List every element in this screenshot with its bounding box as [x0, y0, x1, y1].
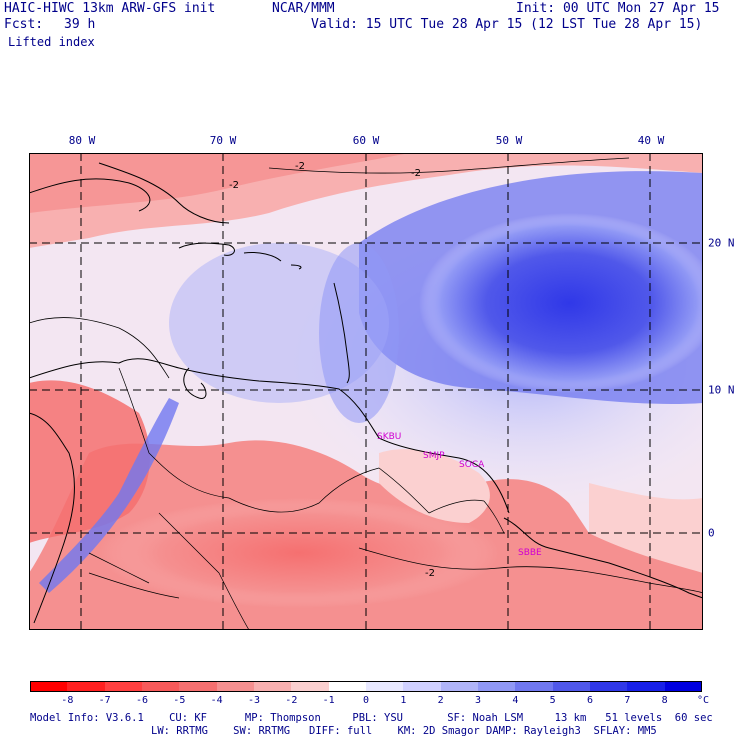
init-time: Init: 00 UTC Mon 27 Apr 15 [516, 1, 720, 16]
station-sbbe: SBBE [518, 548, 542, 558]
colorbar-cell [403, 681, 442, 692]
north-red-core [29, 153, 409, 213]
lon-label-60w: 60 W [352, 134, 380, 147]
colorbar-frame [30, 681, 702, 692]
forecast-hours: 39 h [64, 17, 96, 32]
station-smjp: SMJP [423, 451, 445, 461]
field-name: Lifted index [8, 35, 95, 49]
colorbar-cell [179, 681, 218, 692]
lon-label-40w: 40 W [637, 134, 665, 147]
colorbar-level-label: 8 [661, 695, 668, 706]
colorbar-level-label: -1 [322, 695, 335, 706]
colorbar-unit: °C [696, 695, 710, 706]
colorbar-cell [328, 681, 367, 692]
contour-label-4: -2 [425, 568, 435, 579]
amazon-red-core [99, 498, 499, 608]
lifted-index-map: -2 -2 -2 -2 [29, 153, 703, 630]
lat-label-10n: 10 N [708, 383, 735, 397]
colorbar-level-label: -5 [173, 695, 186, 706]
valid-time: Valid: 15 UTC Tue 28 Apr 15 (12 LST Tue … [311, 17, 703, 32]
country-borders [88, 367, 505, 630]
colorbar-level-label: -4 [210, 695, 223, 706]
colorbar-level-label: 3 [474, 695, 482, 706]
colorbar-level-label: 5 [549, 695, 556, 706]
colorbar-level-label: 7 [624, 695, 631, 706]
colorbar-cell [142, 681, 180, 692]
atlantic-blue-core [419, 213, 703, 393]
colorbar-cell [515, 681, 554, 692]
contour-label-3: -2 [411, 168, 421, 179]
colorbar-level-label: 4 [512, 695, 519, 706]
colorbar-level-label: 6 [586, 695, 594, 706]
lon-label-70w: 70 W [209, 134, 237, 147]
colorbar-cell [366, 681, 404, 692]
lon-label-80w: 80 W [68, 134, 96, 147]
contour-label-1: -2 [295, 161, 305, 172]
agency-label: NCAR/MMM [272, 1, 335, 16]
colorbar-cell [104, 681, 143, 692]
model-info-line1: Model Info: V3.6.1 CU: KF MP: Thompson P… [30, 712, 713, 724]
colorbar-cell [664, 681, 703, 692]
lat-label-20n: 20 N [708, 236, 735, 250]
station-skbu: SKBU [377, 432, 402, 442]
colorbar-level-label: -8 [61, 695, 74, 706]
colorbar-cell [552, 681, 591, 692]
colorbar-cell [590, 681, 628, 692]
model-title: HAIC-HIWC 13km ARW-GFS init [4, 1, 216, 16]
forecast-label: Fcst: [4, 17, 44, 32]
colorbar-cell [67, 681, 106, 692]
colorbar-cell [216, 681, 255, 692]
colorbar-cell [254, 681, 292, 692]
southeast-pink [589, 483, 703, 573]
andes-blue-strip [39, 398, 179, 593]
map-frame [29, 153, 703, 630]
colorbar-level-label: 1 [400, 695, 407, 706]
guiana-pink [379, 449, 490, 523]
colorbar-level-label: -2 [285, 695, 298, 706]
model-info-line2: LW: RRTMG SW: RRTMG DIFF: full KM: 2D Sm… [151, 725, 657, 737]
colorbar-cell [627, 681, 666, 692]
colorbar-cell [291, 681, 330, 692]
graticule [29, 153, 703, 630]
colorbar-level-label: 0 [362, 695, 370, 706]
lon-label-50w: 50 W [495, 134, 523, 147]
contour-minus2 [29, 157, 703, 599]
antilles-blue [319, 243, 399, 423]
station-soca: SOCA [459, 460, 485, 470]
lat-label-eq: 0 [708, 526, 715, 540]
coastlines [29, 162, 703, 624]
colorbar-cell [440, 681, 479, 692]
colorbar-level-label: -6 [135, 695, 149, 706]
contour-label-2: -2 [229, 180, 239, 191]
colorbar-level-label: 2 [437, 695, 444, 706]
colorbar-level-label: -7 [98, 695, 111, 706]
colorbar-cell [30, 681, 68, 692]
colorbar-level-label: -3 [247, 695, 261, 706]
colorbar-cell [478, 681, 516, 692]
